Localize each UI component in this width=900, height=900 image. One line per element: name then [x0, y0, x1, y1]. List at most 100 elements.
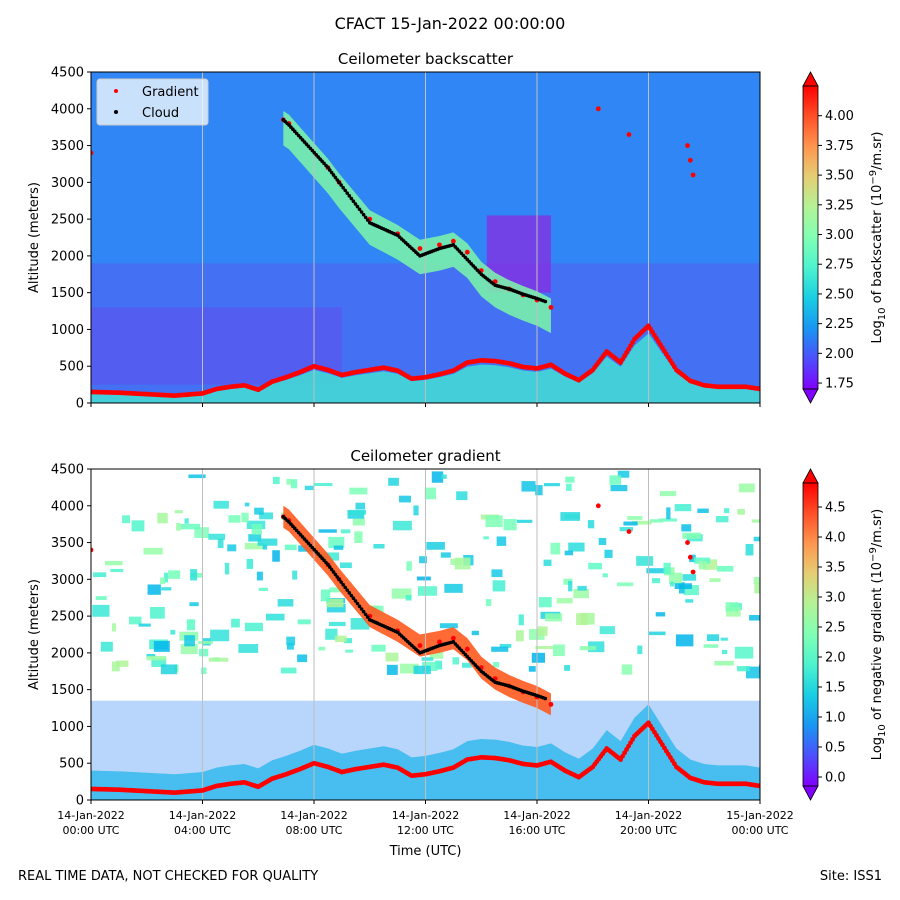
colorbar-backscatter: 1.75 2.00 2.25 2.50 2.75 3.00 3.25 3.50 3.75 4.00…: [802, 71, 888, 404]
x-tick-label-date: 14-Jan-2022: [503, 809, 571, 822]
colorbar-gradient: 0.0 0.5 1.0 1.5 2.0 2.5 3.0 3.5 4.0 4.5 Log10 of n…: [802, 468, 888, 801]
noise-speck: [627, 515, 643, 520]
noise-speck: [143, 547, 163, 555]
noise-speck: [564, 550, 574, 556]
noise-speck: [272, 476, 280, 485]
noise-speck: [745, 543, 754, 556]
noise-speck: [753, 536, 760, 542]
cloud-point: [335, 575, 340, 579]
y-tick-label: 0: [76, 794, 84, 809]
cloud-point: [351, 199, 356, 204]
x-tick-label-date: 14-Jan-2022: [169, 809, 237, 822]
y-tick-label: 1000: [51, 323, 84, 338]
cloud-point: [343, 188, 348, 193]
noise-speck: [213, 500, 229, 509]
noise-speck: [655, 612, 666, 617]
noise-speck: [637, 645, 643, 655]
noise-speck: [334, 635, 347, 643]
colorbar-label: Log10 of backscatter (10−9/m.sr): [868, 132, 888, 344]
noise-speck: [491, 569, 503, 578]
noise-speck: [435, 660, 443, 670]
noise-speck: [666, 507, 671, 520]
gradient-point: [417, 246, 423, 251]
noise-speck: [535, 646, 554, 650]
noise-speck: [573, 588, 589, 599]
noise-speck: [244, 542, 264, 550]
site-label: Site: ISS1: [819, 869, 882, 884]
noise-speck: [491, 646, 509, 652]
noise-speck: [318, 529, 337, 533]
noise-speck: [257, 538, 278, 546]
noise-speck: [413, 665, 431, 675]
y-tick-label: 2500: [51, 213, 84, 228]
colorbar-extend-min: [802, 785, 819, 801]
noise-speck: [326, 598, 344, 608]
noise-speck: [131, 520, 145, 532]
colorbar-gradient: [803, 86, 818, 389]
noise-speck: [483, 536, 489, 540]
noise-speck: [421, 657, 434, 661]
colorbar-tick-label: 2.25: [825, 317, 854, 332]
cloud-point: [329, 567, 334, 572]
y-tick-label: 3500: [51, 139, 84, 154]
noise-speck: [160, 577, 166, 585]
colorbar-tick-label: 1.75: [825, 377, 854, 392]
noise-speck: [461, 662, 472, 668]
noise-speck: [749, 615, 760, 621]
cloud-point: [333, 572, 338, 577]
noise-speck: [715, 516, 729, 523]
noise-speck: [751, 519, 760, 523]
noise-speck: [313, 483, 333, 487]
noise-speck: [693, 557, 711, 564]
noise-speck: [388, 477, 399, 486]
noise-speck: [651, 578, 661, 584]
noise-speck: [110, 568, 124, 573]
noise-speck: [599, 626, 615, 635]
noise-speck: [579, 646, 597, 651]
x-axis-label: Time (UTC): [389, 844, 462, 859]
noise-speck: [180, 643, 198, 655]
y-tick-label: 500: [59, 360, 84, 375]
noise-speck: [576, 613, 588, 626]
noise-speck: [734, 646, 754, 659]
noise-speck: [186, 619, 196, 631]
legend-marker: [114, 110, 118, 114]
x-tick-label-date: 14-Jan-2022: [615, 809, 683, 822]
cloud-point: [349, 593, 354, 598]
cloud-point: [327, 565, 332, 569]
cloud-point: [363, 215, 368, 220]
noise-speck: [217, 538, 224, 549]
noise-speck: [543, 559, 552, 566]
noise-speck: [184, 635, 195, 647]
noise-speck: [632, 520, 652, 525]
cloud-point: [347, 591, 352, 595]
noise-speck: [146, 655, 167, 661]
cloud-point: [365, 615, 370, 619]
noise-speck: [564, 664, 571, 671]
noise-speck: [706, 634, 720, 642]
legend-label: Gradient: [142, 85, 199, 100]
noise-speck: [227, 544, 237, 552]
noise-speck: [241, 512, 249, 523]
noise-speck: [105, 560, 123, 566]
legend-label: Cloud: [142, 106, 179, 121]
gradient-point: [626, 529, 632, 534]
gradient-point: [690, 569, 696, 575]
noise-speck: [190, 569, 198, 581]
y-tick-label: 3500: [51, 536, 84, 551]
colorbar-extend-min: [802, 388, 819, 404]
noise-speck: [284, 544, 297, 551]
cloud-point: [357, 604, 362, 609]
noise-speck: [292, 570, 298, 580]
x-tick-label-date: 15-Jan-2022: [726, 809, 794, 822]
cloud-point: [333, 175, 338, 180]
noise-speck: [350, 618, 370, 630]
gradient-point: [417, 643, 423, 648]
noise-speck: [280, 667, 297, 674]
noise-speck: [333, 545, 344, 550]
colorbar-tick-label: 2.5: [825, 621, 846, 636]
noise-speck: [349, 487, 368, 495]
noise-speck: [754, 582, 760, 594]
colorbar-frame: [802, 85, 819, 390]
cloud-point: [359, 607, 364, 611]
